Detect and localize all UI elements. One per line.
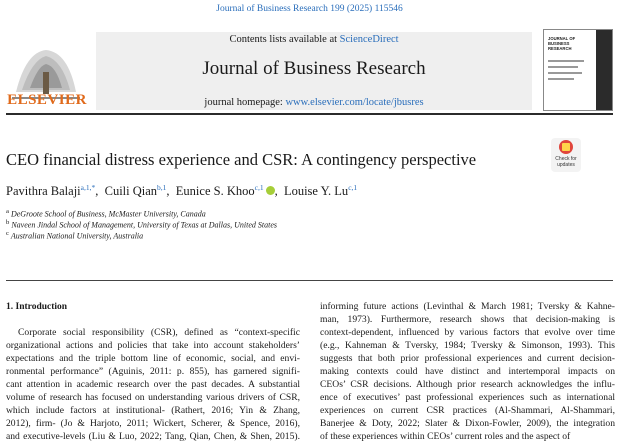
journal-header-box xyxy=(96,32,532,110)
check-for-updates-badge[interactable]: Check for updates xyxy=(551,138,581,172)
text-line: informing future actions (Levinthal & Ma… xyxy=(320,301,615,312)
header-rule xyxy=(6,113,613,115)
affiliation: a DeGroote School of Business, McMaster … xyxy=(6,208,206,219)
text-line: making contexts could have distinct and … xyxy=(320,366,615,377)
text-line: Corporate social responsibility (CSR), d… xyxy=(18,327,300,338)
text-line: volume of research has focused on unders… xyxy=(6,392,300,403)
homepage-prefix: journal homepage: xyxy=(204,97,286,108)
author-name[interactable]: Eunice S. Khoo xyxy=(175,184,255,199)
contents-line: Contents lists available at ScienceDirec… xyxy=(96,34,532,45)
text-line: 2012), firm- (Jo & Harjoto, 2011; Wicker… xyxy=(6,418,300,429)
text-line: suggests that both prior professional ex… xyxy=(320,353,615,364)
text-line: (e.g., Kahneman & Tversky, 1984; Tversky… xyxy=(320,340,615,351)
text-line: context-dependent, influenced by various… xyxy=(320,327,615,338)
text-line: and executive-levels (Liu & Luo, 2022; T… xyxy=(6,431,300,442)
journal-homepage-link[interactable]: www.elsevier.com/locate/jbusres xyxy=(285,97,424,108)
section-heading: 1. Introduction xyxy=(6,302,68,312)
journal-title: Journal of Business Research xyxy=(202,58,426,79)
body-column-right: informing future actions (Levinthal & Ma… xyxy=(320,300,615,443)
text-line: cant attention in academic research over… xyxy=(6,379,300,390)
journal-citation[interactable]: Journal of Business Research 199 (2025) … xyxy=(216,4,403,14)
text-line: CEOs’ CSR decisions. Although prior rese… xyxy=(320,379,615,390)
body-column-left: Corporate social responsibility (CSR), d… xyxy=(6,326,300,443)
text-line: expectations and the triple bottom line … xyxy=(6,353,300,364)
bookmark-icon xyxy=(562,143,570,151)
text-line: organizational actions and policies that… xyxy=(6,340,300,351)
text-line: experiences on current CSR practices (Al… xyxy=(320,405,615,416)
cover-line xyxy=(548,78,574,80)
text-line: ence of executives’ past professional ex… xyxy=(320,392,615,403)
text-line: Banerjee & Doty, 2022; Slater & Dixon-Fo… xyxy=(320,418,615,429)
badge-text: Check for updates xyxy=(555,156,577,168)
publisher-name: ELSEVIER xyxy=(7,92,87,108)
author-list: Pavithra Balajia,1,*, Cuili Qianb,1, Eun… xyxy=(6,183,358,199)
contents-prefix: Contents lists available at xyxy=(229,34,340,45)
sciencedirect-link[interactable]: ScienceDirect xyxy=(339,34,399,45)
article-title: CEO financial distress experience and CS… xyxy=(6,150,477,169)
text-line: which include factors at institutional- … xyxy=(6,405,300,416)
elsevier-tree-logo xyxy=(6,42,86,102)
section-rule xyxy=(6,280,613,281)
author-name[interactable]: Louise Y. Lu xyxy=(283,184,349,199)
cover-side-strip xyxy=(596,30,612,110)
orcid-icon[interactable] xyxy=(265,186,275,196)
author-affil-sup[interactable]: c,1 xyxy=(348,183,358,192)
author-name[interactable]: Pavithra Balaji xyxy=(6,184,81,199)
cover-line xyxy=(548,60,584,62)
cover-line xyxy=(548,72,582,74)
text-line: ronmental performance” (Aguinis, 2011: p… xyxy=(6,366,300,377)
author-name[interactable]: Cuili Qian xyxy=(104,184,158,199)
text-line: of these experiences within CEOs’ curren… xyxy=(320,431,571,442)
text-line: man, 1973). Furthermore, research shows … xyxy=(320,314,615,325)
author-affil-sup[interactable]: c,1 xyxy=(254,183,264,192)
cover-title: JOURNAL OF BUSINESS RESEARCH xyxy=(548,36,576,52)
author-affil-sup[interactable]: b,1 xyxy=(157,183,167,192)
cover-line xyxy=(548,66,578,68)
affiliation: b Naveen Jindal School of Management, Un… xyxy=(6,219,277,230)
homepage-line: journal homepage: www.elsevier.com/locat… xyxy=(96,97,532,108)
author-affil-sup[interactable]: a,1,* xyxy=(80,183,96,192)
journal-cover-thumbnail[interactable]: JOURNAL OF BUSINESS RESEARCH xyxy=(543,29,613,111)
affiliation: c Australian National University, Austra… xyxy=(6,230,144,241)
